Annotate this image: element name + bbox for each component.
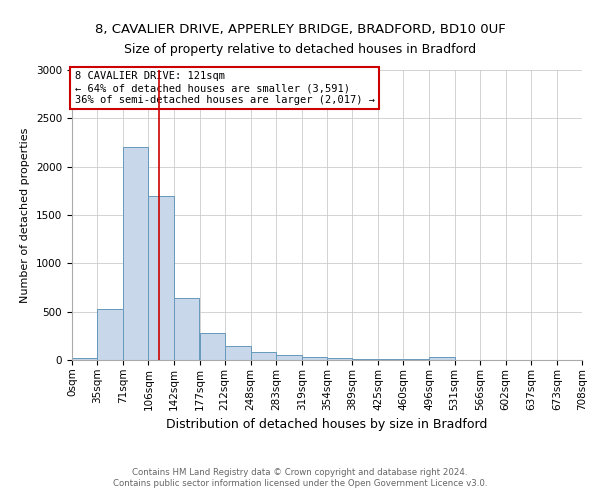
Text: Size of property relative to detached houses in Bradford: Size of property relative to detached ho… [124,42,476,56]
Bar [251,352,276,360]
Bar [199,333,225,360]
Bar [403,359,429,360]
Text: 8, CAVALIER DRIVE, APPERLEY BRIDGE, BRADFORD, BD10 0UF: 8, CAVALIER DRIVE, APPERLEY BRIDGE, BRAD… [95,22,505,36]
Bar [123,148,148,360]
Bar [327,358,352,360]
Bar [276,355,302,360]
Bar [302,357,327,360]
Y-axis label: Number of detached properties: Number of detached properties [20,128,31,302]
Bar [97,309,123,360]
Bar [429,357,455,360]
X-axis label: Distribution of detached houses by size in Bradford: Distribution of detached houses by size … [166,418,488,431]
Bar [378,358,403,360]
Bar [225,346,251,360]
Bar [174,298,199,360]
Bar [148,196,174,360]
Text: Contains HM Land Registry data © Crown copyright and database right 2024.
Contai: Contains HM Land Registry data © Crown c… [113,468,487,487]
Bar [352,358,378,360]
Bar [72,358,97,360]
Text: 8 CAVALIER DRIVE: 121sqm
← 64% of detached houses are smaller (3,591)
36% of sem: 8 CAVALIER DRIVE: 121sqm ← 64% of detach… [74,72,374,104]
